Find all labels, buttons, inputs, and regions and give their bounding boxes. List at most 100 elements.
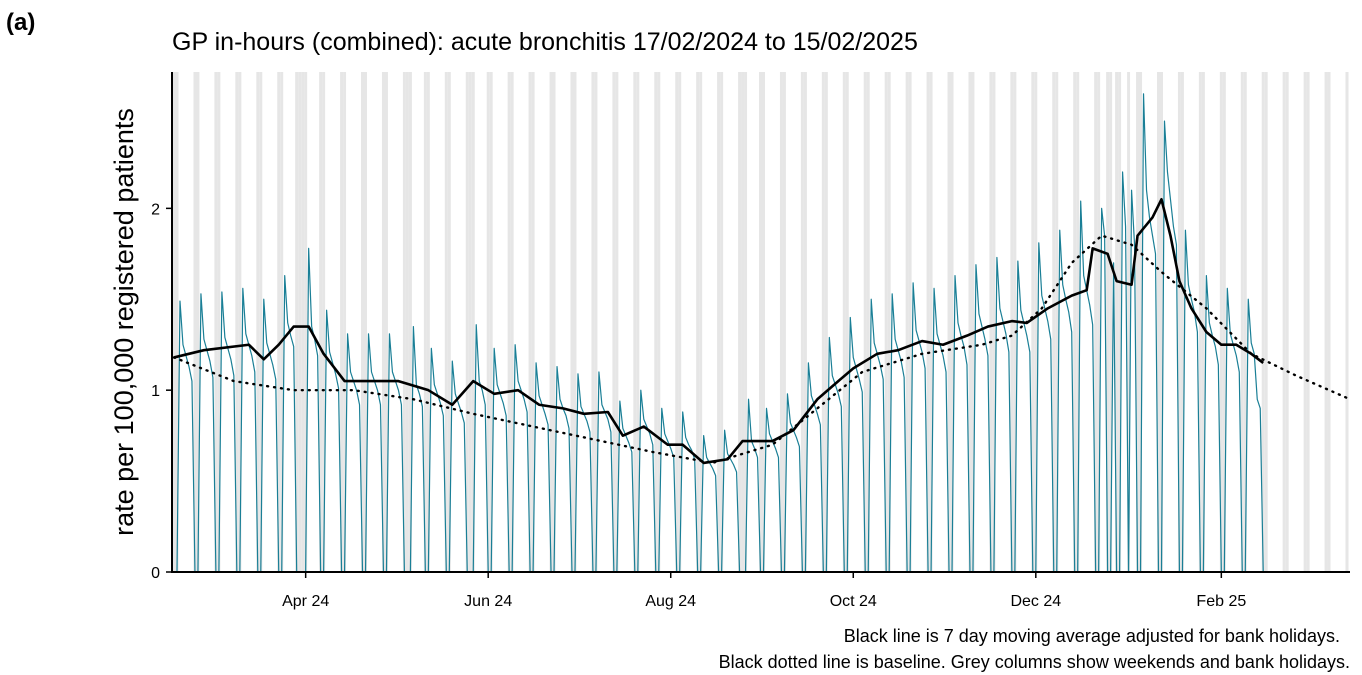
shade-column: [1282, 72, 1286, 572]
shade-column: [1177, 72, 1181, 572]
shade-column: [824, 72, 828, 572]
shade-column: [238, 72, 242, 572]
shade-column: [717, 72, 721, 572]
shade-column: [741, 72, 745, 572]
shade-column: [486, 72, 490, 572]
shade-column: [1106, 72, 1110, 572]
shade-column: [657, 72, 661, 572]
shade-column: [408, 72, 412, 572]
shade-column: [471, 72, 475, 572]
shade-column: [570, 72, 574, 572]
shade-column: [298, 72, 302, 572]
shade-column: [1073, 72, 1077, 572]
shade-column: [507, 72, 511, 572]
shade-column: [489, 72, 493, 572]
shade-column: [1109, 72, 1113, 572]
shade-column: [863, 72, 867, 572]
shade-column: [887, 72, 891, 572]
series-line: [172, 234, 1352, 465]
shade-column: [594, 72, 598, 572]
shade-column: [1180, 72, 1184, 572]
shade-column: [361, 72, 365, 572]
shade-column: [175, 72, 179, 572]
shade-column: [866, 72, 870, 572]
x-tick-label: Aug 24: [645, 593, 696, 610]
shade-column: [1076, 72, 1080, 572]
shade-column: [402, 72, 406, 572]
shade-column: [196, 72, 200, 572]
shade-column: [573, 72, 577, 572]
shade-column: [1115, 72, 1119, 572]
shade-column: [1139, 72, 1143, 572]
shade-column: [591, 72, 595, 572]
shade-column: [319, 72, 323, 572]
shade-column: [364, 72, 368, 572]
shade-column: [465, 72, 469, 572]
x-tick-label: Oct 24: [830, 593, 877, 610]
shade-column: [842, 72, 846, 572]
shade-column: [1031, 72, 1035, 572]
shade-column: [405, 72, 409, 572]
shade-column: [989, 72, 993, 572]
shade-column: [675, 72, 679, 572]
shade-column: [235, 72, 239, 572]
shade-column: [699, 72, 703, 572]
chart-title: GP in-hours (combined): acute bronchitis…: [172, 28, 918, 56]
shade-column: [426, 72, 430, 572]
x-tick-label: Dec 24: [1010, 593, 1061, 610]
shade-column: [304, 72, 308, 572]
shade-column: [803, 72, 807, 572]
shade-column: [468, 72, 472, 572]
shade-column: [762, 72, 765, 572]
shade-column: [908, 72, 912, 572]
shading-layer: [172, 72, 1349, 572]
shade-column: [381, 72, 385, 572]
shade-column: [1136, 72, 1140, 572]
shade-column: [277, 72, 281, 572]
shade-column: [636, 72, 640, 572]
shade-column: [1240, 72, 1244, 572]
shade-column: [295, 72, 299, 572]
shade-column: [1034, 72, 1038, 572]
shade-column: [1159, 72, 1163, 572]
shade-column: [1156, 72, 1160, 572]
x-tick-label: Feb 25: [1196, 593, 1246, 610]
shade-column: [340, 72, 344, 572]
y-tick-label: 1: [151, 383, 160, 400]
shade-column: [926, 72, 930, 572]
shade-column: [1345, 72, 1349, 572]
shade-column: [845, 72, 849, 572]
shade-column: [968, 72, 972, 572]
shade-column: [280, 72, 284, 572]
shade-column: [1306, 72, 1310, 572]
shade-column: [444, 72, 448, 572]
shade-column: [1261, 72, 1265, 572]
shade-column: [1327, 72, 1331, 572]
shade-column: [214, 72, 218, 572]
x-tick-label: Apr 24: [282, 593, 329, 610]
shade-column: [1222, 72, 1226, 572]
shade-column: [633, 72, 637, 572]
shade-column: [1052, 72, 1056, 572]
shade-column: [1243, 72, 1247, 572]
shade-column: [884, 72, 888, 572]
shade-column: [1097, 72, 1101, 572]
shade-column: [1055, 72, 1059, 572]
shade-column: [423, 72, 427, 572]
shade-column: [531, 72, 535, 572]
shade-column: [759, 72, 762, 572]
shade-column: [1201, 72, 1205, 572]
shade-column: [929, 72, 933, 572]
shade-column: [678, 72, 682, 572]
shade-column: [343, 72, 347, 572]
shade-column: [1285, 72, 1289, 572]
series-line: [173, 197, 1265, 465]
panel-label: (a): [6, 9, 35, 36]
shade-column: [172, 72, 176, 572]
shade-column: [447, 72, 451, 572]
shade-column: [528, 72, 532, 572]
shade-column: [217, 72, 221, 572]
shade-column: [615, 72, 619, 572]
shade-column: [549, 72, 553, 572]
